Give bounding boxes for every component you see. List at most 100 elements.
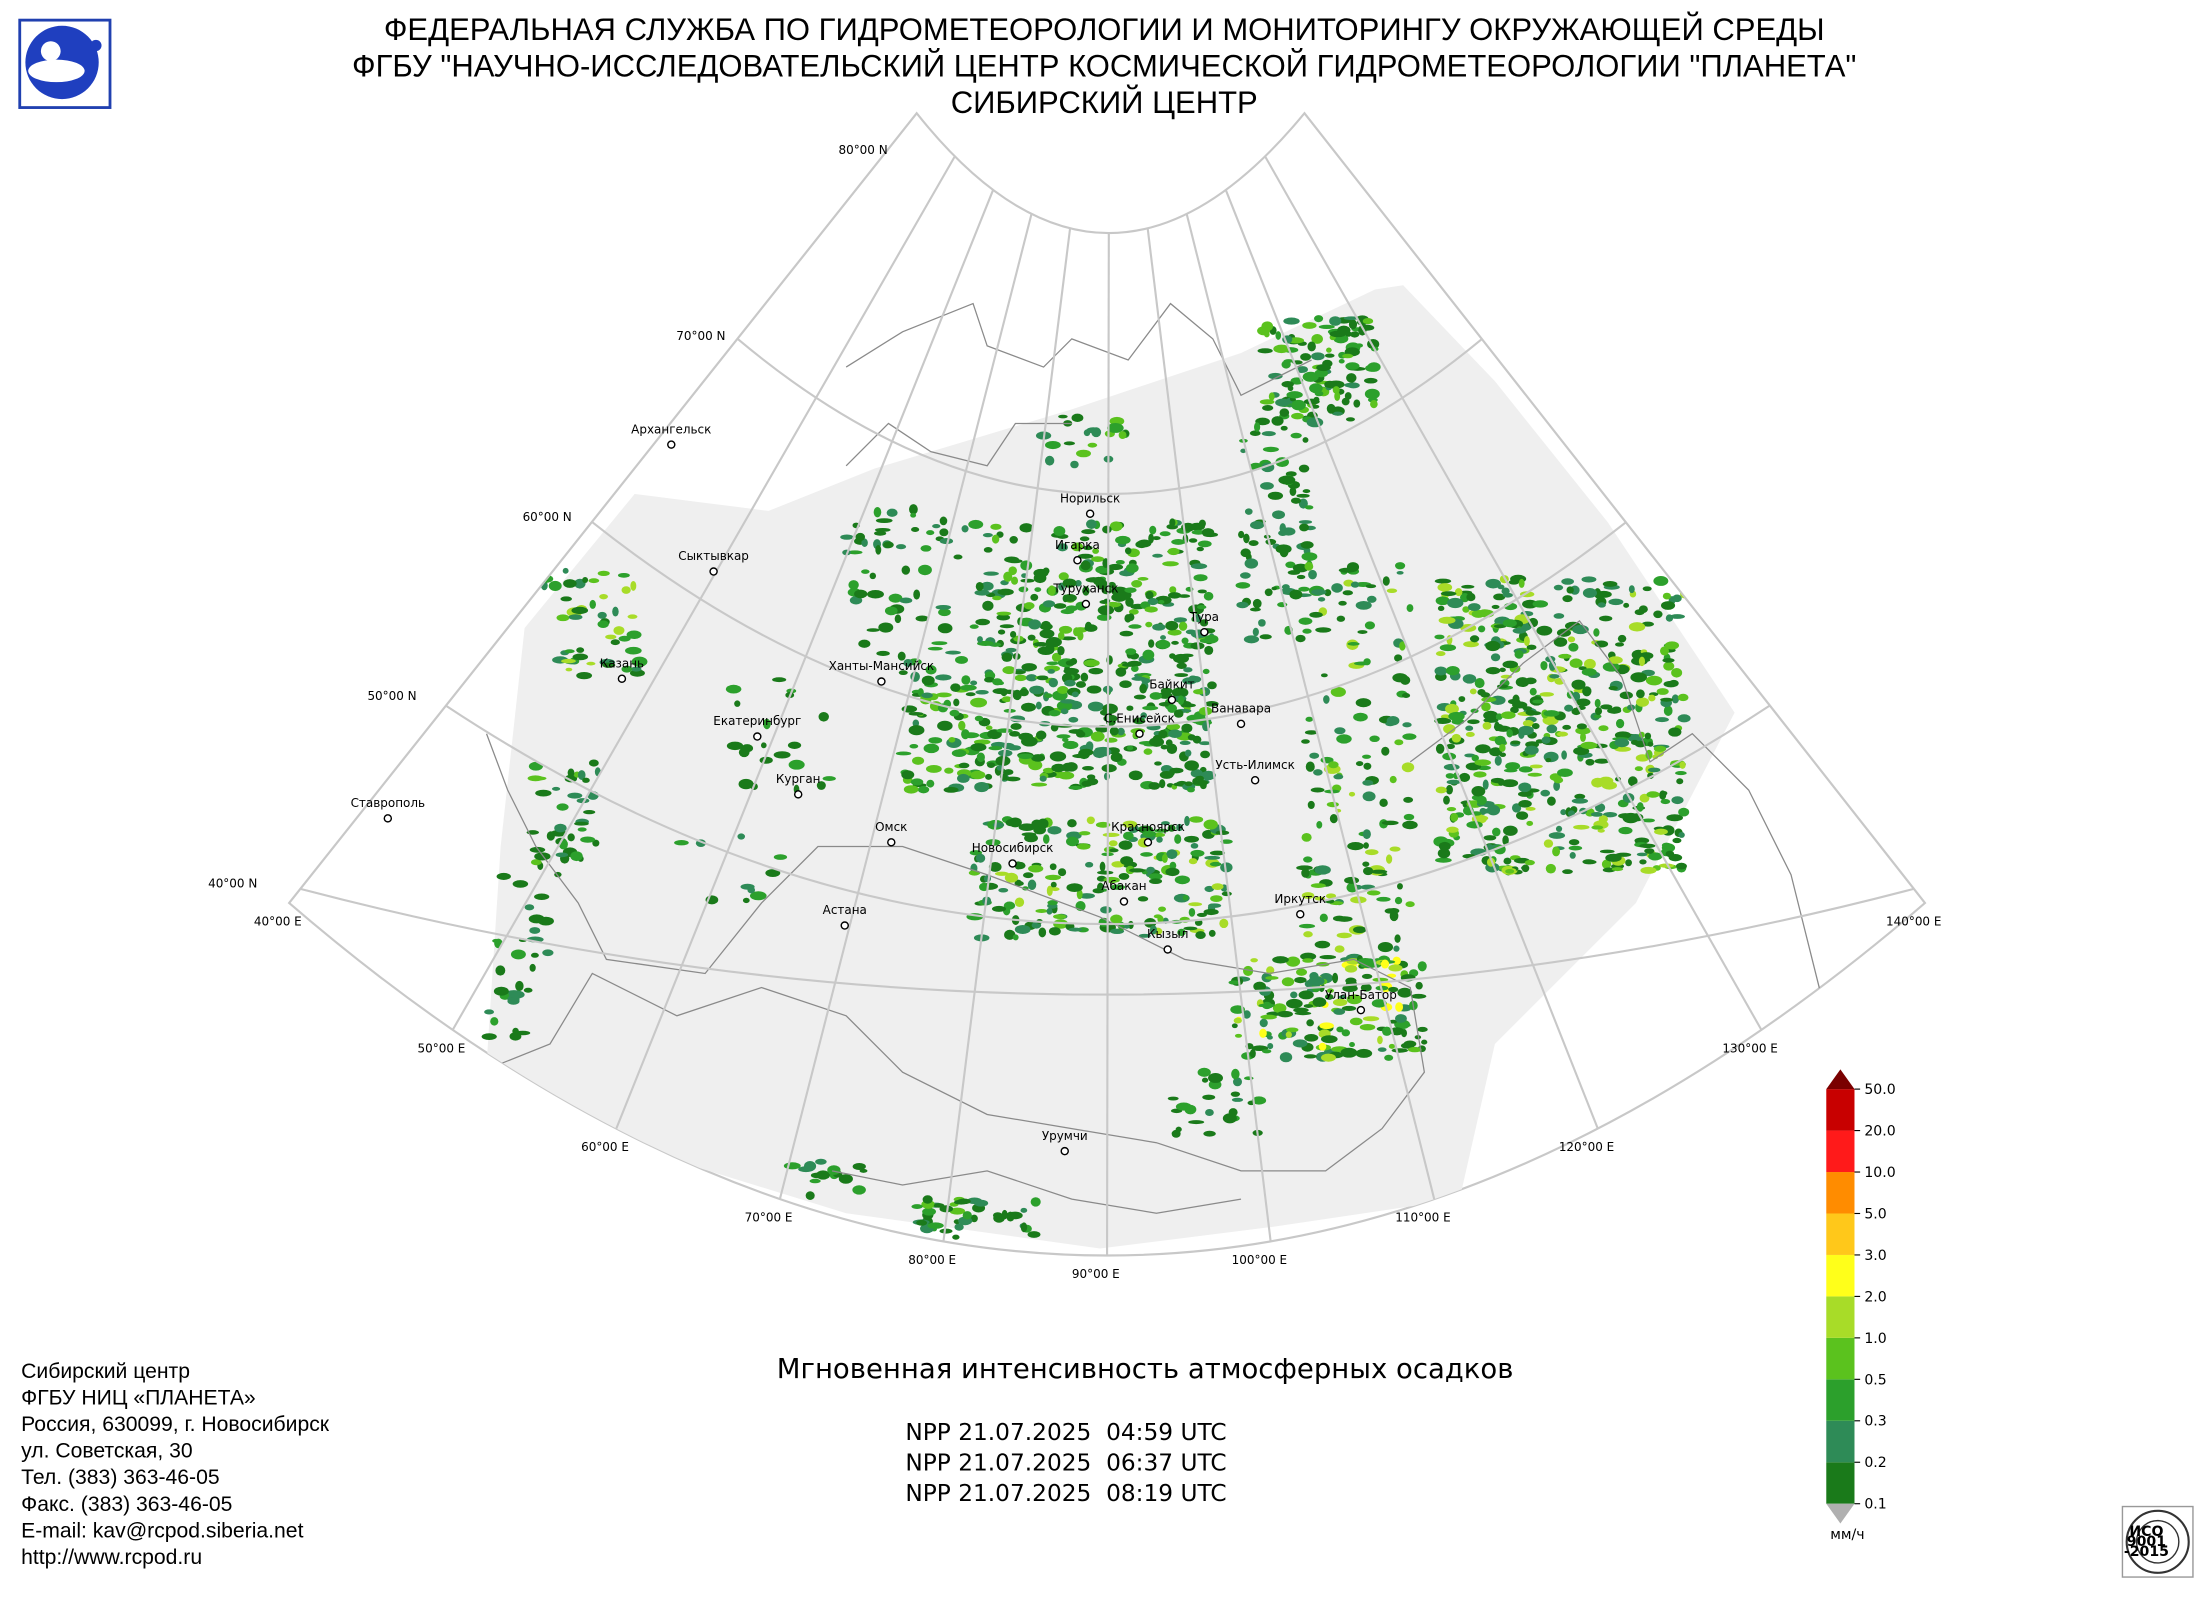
precip-echo: [1190, 563, 1208, 570]
precip-echo: [1446, 807, 1457, 812]
precip-echo: [1110, 914, 1123, 924]
precip-echo: [1499, 667, 1506, 673]
precip-echo: [1301, 868, 1310, 878]
precip-echo: [1403, 813, 1415, 821]
precip-echo: [1324, 589, 1332, 597]
precip-echo: [1298, 617, 1313, 625]
precip-echo: [556, 803, 569, 811]
precip-echo: [1417, 1026, 1428, 1032]
precip-echo: [1370, 400, 1378, 409]
precip-echo: [1171, 640, 1179, 645]
precip-echo: [1362, 317, 1374, 325]
precip-echo: [1311, 352, 1325, 361]
precip-echo: [1467, 603, 1481, 612]
precip-echo: [1372, 977, 1389, 982]
precip-echo: [1661, 843, 1676, 853]
precip-echo: [957, 1198, 971, 1205]
precip-echo: [1268, 372, 1283, 380]
precip-echo: [1671, 668, 1683, 678]
precip-echo: [1196, 775, 1204, 782]
precip-echo: [920, 545, 932, 552]
precip-echo: [1251, 1096, 1267, 1105]
precip-echo: [1298, 586, 1310, 592]
precip-echo: [1306, 1019, 1314, 1027]
precip-echo: [1614, 746, 1632, 752]
colorbar-label: 5.0: [1864, 1206, 1886, 1222]
precip-echo: [1545, 863, 1556, 874]
precip-echo: [1193, 574, 1208, 582]
precip-echo: [1350, 581, 1360, 588]
precip-echo: [847, 550, 863, 555]
precip-echo: [1562, 869, 1573, 875]
precip-echo: [969, 624, 979, 629]
precip-echo: [1250, 521, 1265, 530]
precip-echo: [763, 718, 771, 730]
meridian: [1146, 228, 1272, 1242]
precip-echo: [534, 893, 550, 900]
precip-echo: [1259, 1018, 1268, 1028]
precip-echo: [1174, 834, 1182, 844]
precip-echo: [1184, 835, 1199, 843]
precip-echo: [925, 765, 942, 773]
precip-echo: [1203, 819, 1218, 830]
precip-echo: [1196, 546, 1204, 552]
product-title: Мгновенная интенсивность атмосферных оса…: [777, 1353, 1514, 1385]
precip-echo: [1348, 319, 1358, 330]
precip-echo: [1201, 770, 1216, 781]
precip-echo: [509, 1032, 522, 1041]
precip-echo: [1653, 745, 1667, 752]
precip-echo: [1593, 714, 1602, 719]
precip-echo: [495, 965, 506, 976]
precip-echo: [1277, 1010, 1293, 1018]
precip-echo: [1316, 364, 1331, 372]
precip-echo: [1126, 705, 1134, 711]
precip-echo: [1296, 493, 1310, 498]
precip-echo: [1655, 717, 1669, 723]
precip-echo: [1005, 647, 1017, 653]
precip-echo: [939, 516, 948, 526]
map: 40°00 E 50°00 E 60°00 E 70°00 E 80°00 E 90°00…: [208, 111, 1941, 1281]
precip-echo: [1285, 561, 1296, 569]
precip-echo: [1244, 558, 1259, 569]
precip-echo: [1435, 857, 1452, 863]
precip-echo: [903, 658, 913, 667]
pass-time: NPP 21.07.2025 08:19 UTC: [905, 1480, 1226, 1507]
precip-echo: [1161, 821, 1170, 826]
precip-echo: [1463, 641, 1479, 648]
colorbar: 0.1 0.2 0.3 0.5 1.0 2.0 3.0 5.0 10.0 20.0 50.0 мм/ч: [1826, 1069, 1896, 1543]
precip-echo: [1068, 927, 1083, 932]
precip-echo: [1434, 666, 1448, 676]
precip-echo: [1045, 636, 1062, 648]
precip-echo: [1490, 653, 1501, 662]
precip-echo: [1057, 646, 1065, 656]
precip-echo: [866, 628, 880, 632]
precip-echo: [1467, 719, 1480, 725]
precip-echo: [1580, 741, 1598, 750]
precip-echo: [983, 571, 999, 576]
precip-echo: [1301, 739, 1310, 744]
precip-echo: [1498, 779, 1505, 786]
precip-echo: [1575, 727, 1591, 735]
precip-echo: [1281, 360, 1291, 369]
precip-echo: [1176, 662, 1187, 669]
precip-echo: [1400, 1042, 1415, 1049]
precip-echo: [1231, 1068, 1240, 1080]
precip-echo: [1477, 689, 1486, 696]
precip-echo: [1259, 399, 1275, 405]
precip-echo: [1253, 981, 1266, 992]
city-marker: [617, 674, 627, 683]
header-line: ФГБУ "НАУЧНО-ИССЛЕДОВАТЕЛЬСКИЙ ЦЕНТР КОС…: [352, 48, 1856, 84]
precip-echo: [1056, 543, 1068, 552]
precip-echo: [1658, 863, 1674, 868]
precip-echo: [1636, 802, 1644, 812]
precip-echo: [588, 578, 600, 584]
precip-echo: [1382, 576, 1390, 586]
precip-echo: [1338, 995, 1347, 1000]
precip-echo: [1152, 553, 1163, 558]
precip-echo: [1503, 857, 1512, 865]
precip-echo: [567, 768, 575, 778]
precip-echo: [1187, 787, 1195, 793]
precip-echo: [1084, 624, 1098, 632]
city-marker: [1163, 945, 1172, 954]
precip-echo: [805, 1191, 815, 1200]
